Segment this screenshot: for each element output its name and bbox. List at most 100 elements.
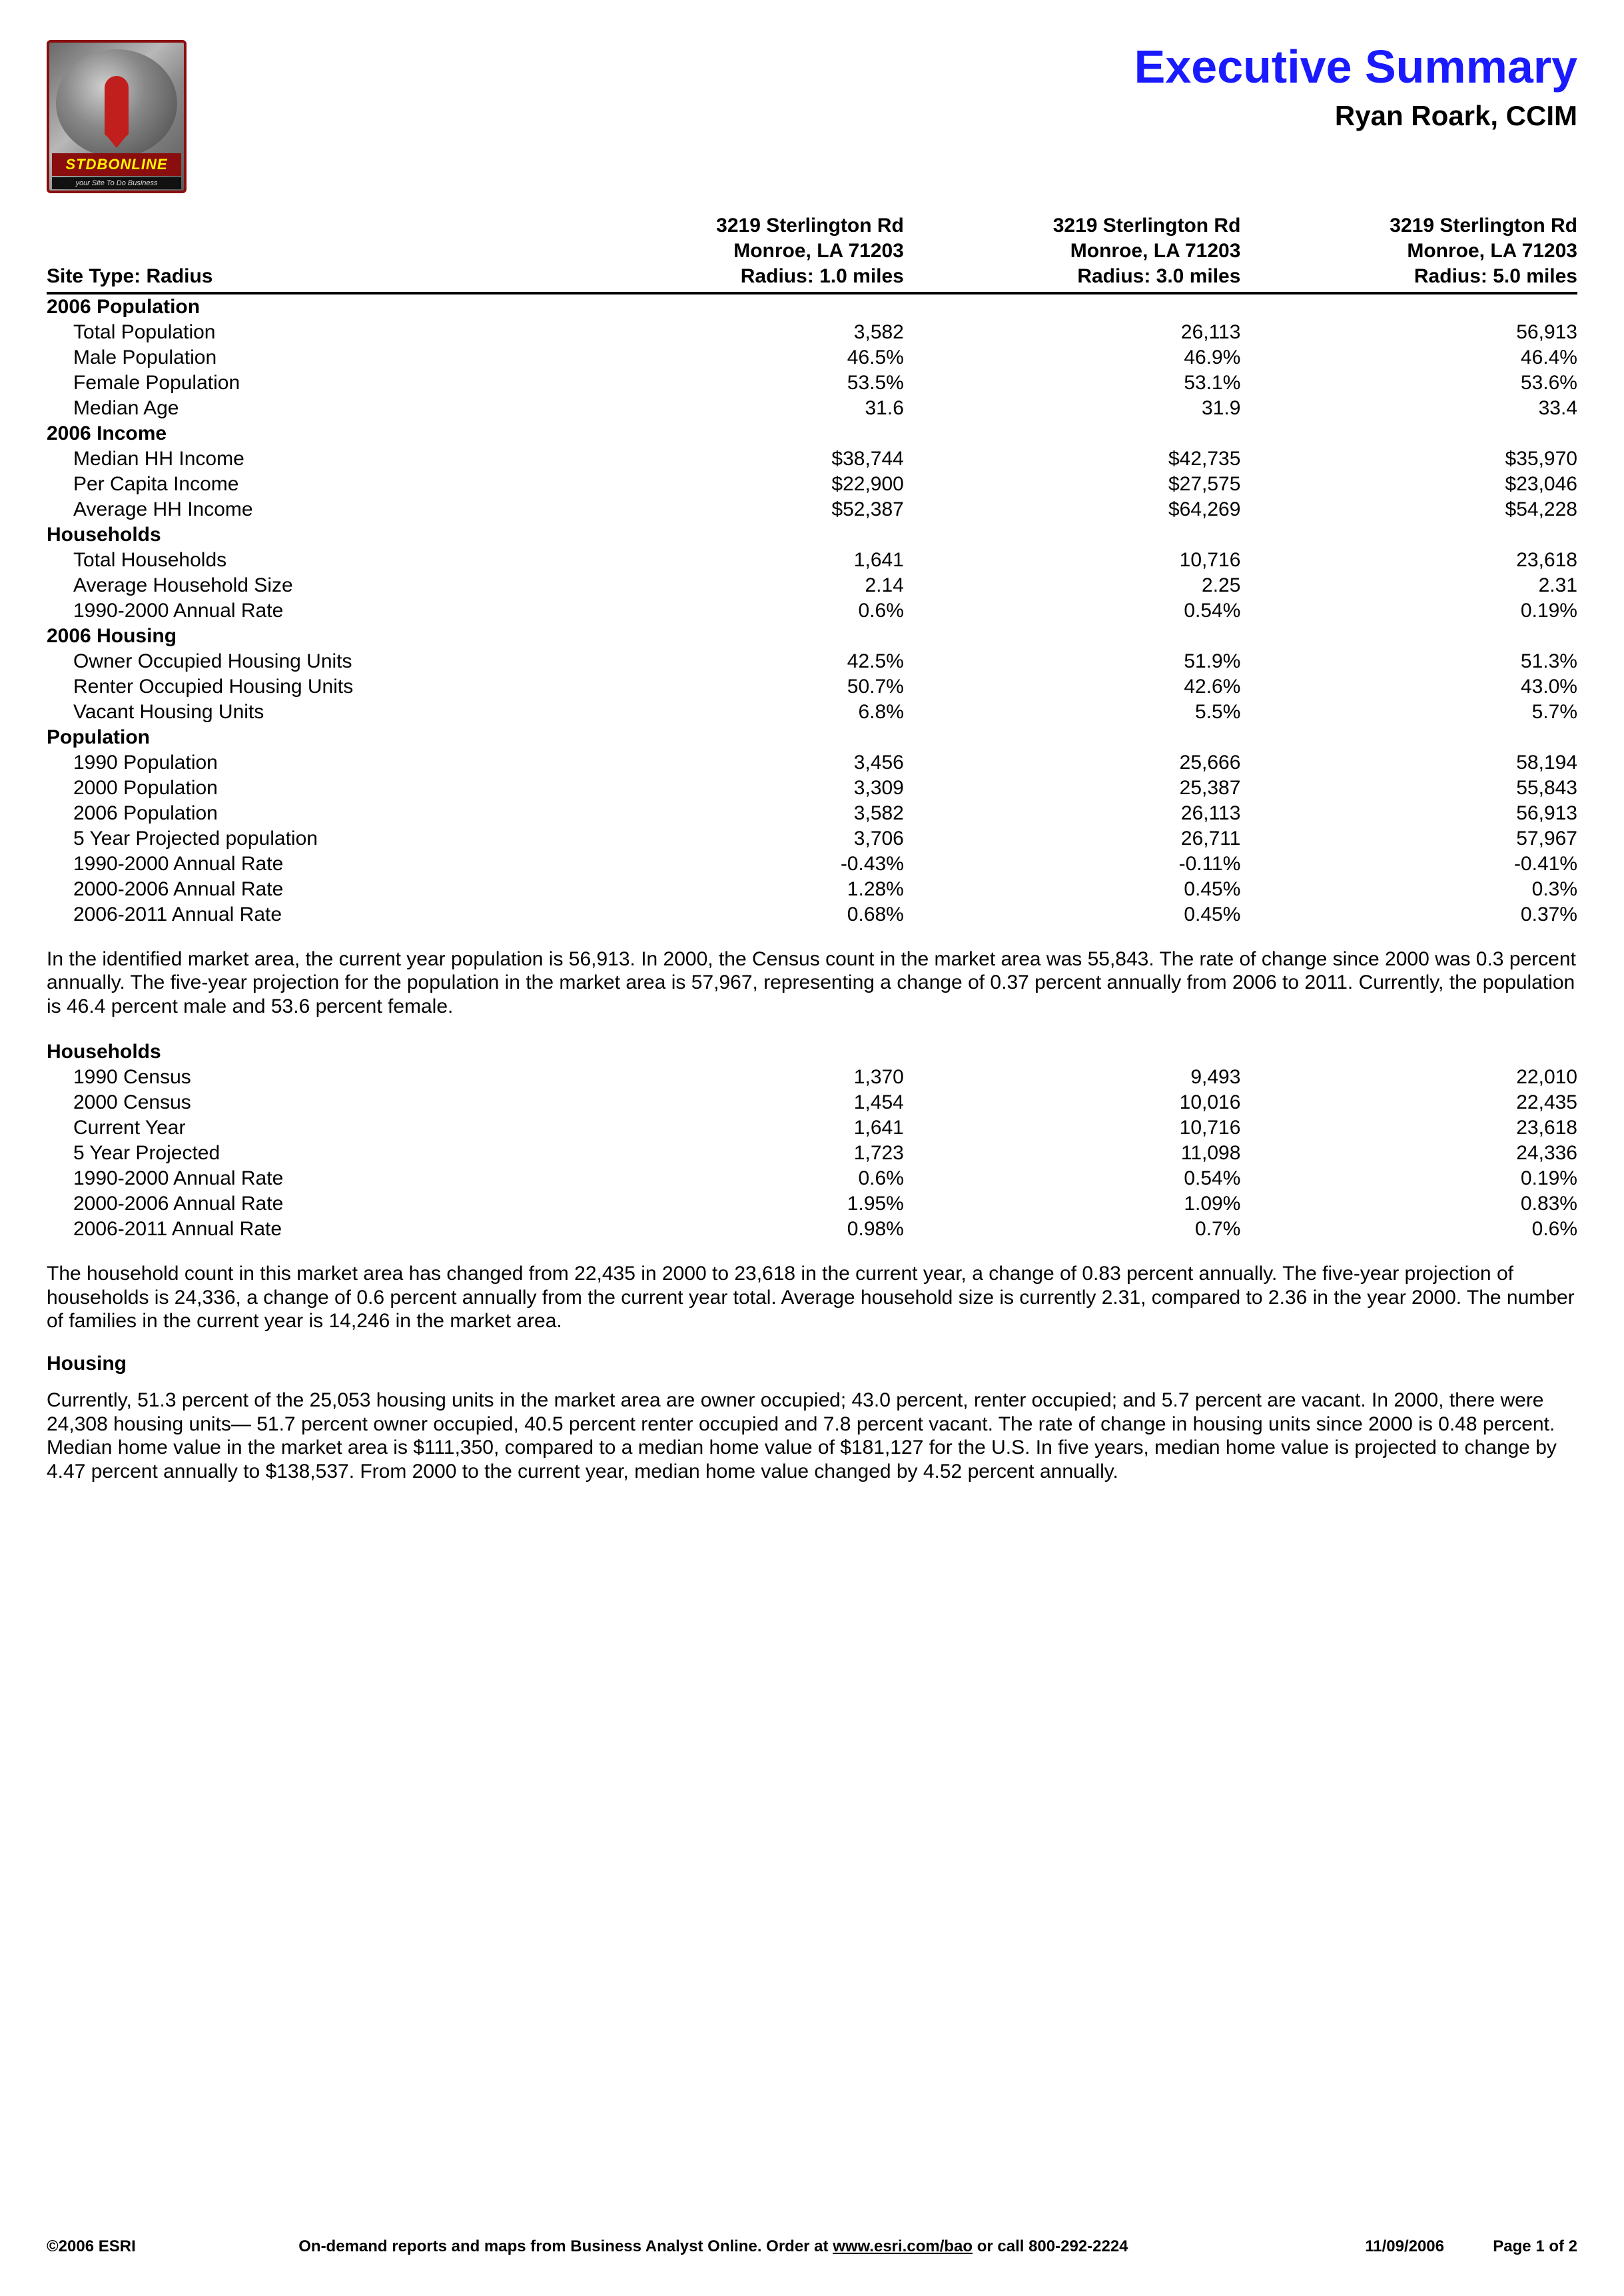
row-value: 56,913 xyxy=(1240,320,1577,345)
table-row: Vacant Housing Units6.8%5.5%5.7% xyxy=(47,700,1577,725)
row-label: Total Population xyxy=(47,320,567,345)
row-value: $64,269 xyxy=(904,497,1241,522)
row-value: 3,582 xyxy=(567,320,904,345)
table-row: Current Year1,64110,71623,618 xyxy=(47,1115,1577,1141)
table-row: 2000-2006 Annual Rate1.95%1.09%0.83% xyxy=(47,1191,1577,1217)
row-value: 1,454 xyxy=(567,1090,904,1115)
row-value: 1,723 xyxy=(567,1141,904,1166)
row-value: 46.5% xyxy=(567,345,904,370)
section-heading: 2006 Housing xyxy=(47,624,1577,649)
row-value: 0.7% xyxy=(904,1217,1241,1242)
row-value: 0.3% xyxy=(1240,877,1577,902)
section-heading: Households xyxy=(47,1038,1577,1065)
row-label: 2000-2006 Annual Rate xyxy=(47,1191,567,1217)
table-row: Renter Occupied Housing Units50.7%42.6%4… xyxy=(47,674,1577,700)
row-value: 51.9% xyxy=(904,649,1241,674)
row-value: 42.5% xyxy=(567,649,904,674)
row-value: 9,493 xyxy=(904,1065,1241,1090)
row-label: 2006-2011 Annual Rate xyxy=(47,1217,567,1242)
row-value: 2.14 xyxy=(567,573,904,598)
row-value: 5.7% xyxy=(1240,700,1577,725)
table-row: 1990-2000 Annual Rate0.6%0.54%0.19% xyxy=(47,598,1577,624)
table-row: Per Capita Income$22,900$27,575$23,046 xyxy=(47,472,1577,497)
row-value: 2.25 xyxy=(904,573,1241,598)
row-label: Female Population xyxy=(47,370,567,396)
row-value: 0.54% xyxy=(904,1166,1241,1191)
row-value: 42.6% xyxy=(904,674,1241,700)
row-value: $42,735 xyxy=(904,446,1241,472)
row-value: 55,843 xyxy=(1240,776,1577,801)
row-value: 3,706 xyxy=(567,826,904,852)
row-value: 1.09% xyxy=(904,1191,1241,1217)
row-value: 53.5% xyxy=(567,370,904,396)
col3-addr: 3219 Sterlington Rd xyxy=(1240,213,1577,239)
row-value: 23,618 xyxy=(1240,1115,1577,1141)
row-label: Median HH Income xyxy=(47,446,567,472)
table-row: 1990 Census1,3709,49322,010 xyxy=(47,1065,1577,1090)
table-row: Average HH Income$52,387$64,269$54,228 xyxy=(47,497,1577,522)
col1-addr: 3219 Sterlington Rd xyxy=(567,213,904,239)
row-value: 2.31 xyxy=(1240,573,1577,598)
row-value: $52,387 xyxy=(567,497,904,522)
row-label: 1990-2000 Annual Rate xyxy=(47,598,567,624)
row-label: 1990-2000 Annual Rate xyxy=(47,1166,567,1191)
col3-radius: Radius: 5.0 miles xyxy=(1240,264,1577,289)
table-row: 2000 Census1,45410,01622,435 xyxy=(47,1090,1577,1115)
page-title: Executive Summary xyxy=(1134,40,1577,93)
row-value: 6.8% xyxy=(567,700,904,725)
table-row: Median HH Income$38,744$42,735$35,970 xyxy=(47,446,1577,472)
section-heading: 2006 Income xyxy=(47,421,1577,446)
footer-center: On-demand reports and maps from Business… xyxy=(136,2237,1291,2256)
row-value: 53.6% xyxy=(1240,370,1577,396)
table-row: 2000-2006 Annual Rate1.28%0.45%0.3% xyxy=(47,877,1577,902)
row-value: 5.5% xyxy=(904,700,1241,725)
row-value: 0.54% xyxy=(904,598,1241,624)
housing-heading: Housing xyxy=(47,1353,1577,1375)
row-value: -0.43% xyxy=(567,852,904,877)
row-value: 0.19% xyxy=(1240,598,1577,624)
row-value: 25,387 xyxy=(904,776,1241,801)
row-label: 2000 Census xyxy=(47,1090,567,1115)
row-label: 5 Year Projected population xyxy=(47,826,567,852)
table-row: Male Population46.5%46.9%46.4% xyxy=(47,345,1577,370)
page-footer: ©2006 ESRI On-demand reports and maps fr… xyxy=(47,2237,1577,2256)
row-value: 33.4 xyxy=(1240,396,1577,421)
row-value: 31.6 xyxy=(567,396,904,421)
row-value: 0.45% xyxy=(904,902,1241,927)
col2-city: Monroe, LA 71203 xyxy=(904,239,1241,264)
table-row: 2006-2011 Annual Rate0.68%0.45%0.37% xyxy=(47,902,1577,927)
row-value: 10,716 xyxy=(904,1115,1241,1141)
row-value: 51.3% xyxy=(1240,649,1577,674)
row-label: Male Population xyxy=(47,345,567,370)
row-value: 25,666 xyxy=(904,750,1241,776)
row-value: 0.6% xyxy=(567,1166,904,1191)
row-value: -0.41% xyxy=(1240,852,1577,877)
report-header: STDBONLINE your Site To Do Business Exec… xyxy=(47,40,1577,193)
row-value: $35,970 xyxy=(1240,446,1577,472)
table-row: 5 Year Projected population3,70626,71157… xyxy=(47,826,1577,852)
row-value: 0.19% xyxy=(1240,1166,1577,1191)
footer-page: Page 1 of 2 xyxy=(1444,2237,1577,2256)
col1-city: Monroe, LA 71203 xyxy=(567,239,904,264)
row-label: 1990-2000 Annual Rate xyxy=(47,852,567,877)
table-row: Total Population3,58226,11356,913 xyxy=(47,320,1577,345)
row-value: 56,913 xyxy=(1240,801,1577,826)
row-label: 2000-2006 Annual Rate xyxy=(47,877,567,902)
pin-icon xyxy=(105,76,129,136)
table-row: 2000 Population3,30925,38755,843 xyxy=(47,776,1577,801)
table-row: Total Households1,64110,71623,618 xyxy=(47,548,1577,573)
footer-link[interactable]: www.esri.com/bao xyxy=(833,2237,973,2255)
row-value: 24,336 xyxy=(1240,1141,1577,1166)
brand-logo: STDBONLINE your Site To Do Business xyxy=(47,40,187,193)
row-value: 0.37% xyxy=(1240,902,1577,927)
households-paragraph: The household count in this market area … xyxy=(47,1262,1577,1333)
table-row: 2006 Population3,58226,11356,913 xyxy=(47,801,1577,826)
row-value: 26,113 xyxy=(904,320,1241,345)
logo-brand-text: STDBONLINE xyxy=(52,153,181,176)
row-label: Renter Occupied Housing Units xyxy=(47,674,567,700)
row-value: 46.9% xyxy=(904,345,1241,370)
row-value: 1,641 xyxy=(567,1115,904,1141)
row-label: Median Age xyxy=(47,396,567,421)
row-label: 2000 Population xyxy=(47,776,567,801)
row-value: $27,575 xyxy=(904,472,1241,497)
